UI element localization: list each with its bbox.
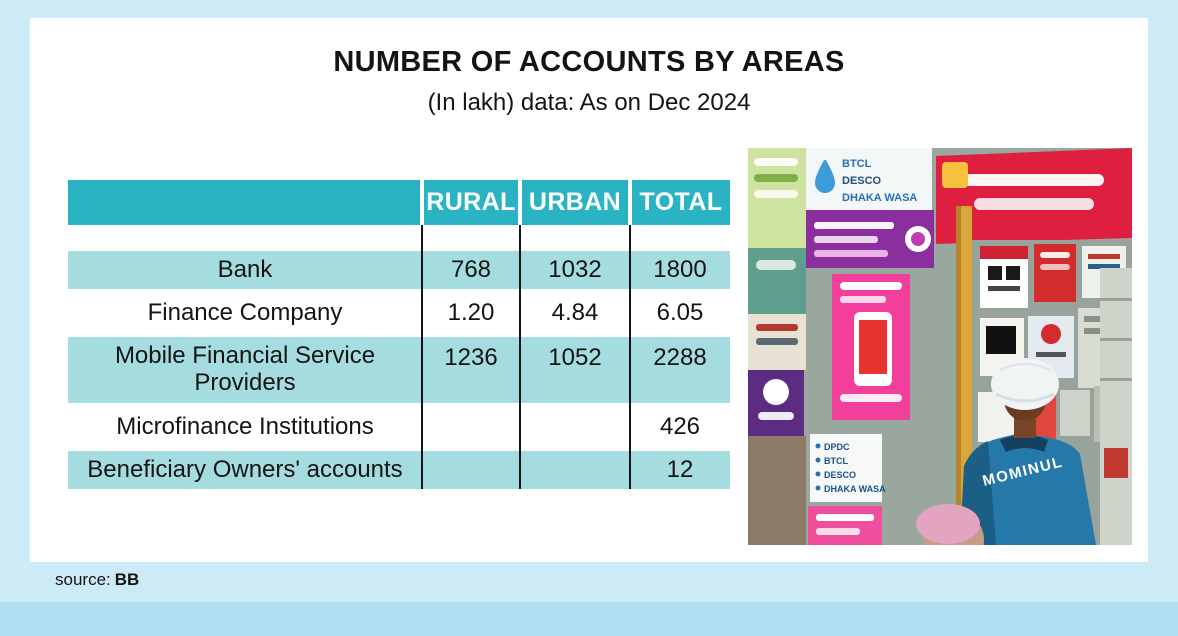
total-value: 2288: [653, 344, 707, 371]
pink-payment-poster: [832, 274, 910, 420]
header-rural: RURAL: [424, 180, 518, 225]
urban-value: 1032: [548, 256, 602, 283]
total-value: 12: [666, 456, 694, 483]
white-cap: [991, 358, 1059, 410]
accounts-table: RURAL URBAN TOTAL Bank 768 1032 1800 Fin…: [68, 180, 730, 489]
row-label: Finance Company: [147, 298, 343, 326]
person: MOMINUL: [960, 358, 1096, 545]
svg-text:DESCO: DESCO: [842, 175, 882, 187]
urban-value: [520, 407, 630, 447]
total-value: 426: [659, 413, 701, 440]
content-panel: NUMBER OF ACCOUNTS BY AREAS (In lakh) da…: [30, 18, 1148, 562]
header-label-cell: [68, 180, 420, 225]
left-posters: [748, 148, 806, 545]
rural-value: [422, 407, 520, 447]
urban-value: 1052: [548, 344, 602, 371]
table-row: Microfinance Institutions 426: [68, 407, 730, 447]
rural-value: 768: [450, 256, 492, 283]
table-body: Bank 768 1032 1800 Finance Company 1.20 …: [68, 225, 730, 489]
svg-text:DPDC: DPDC: [824, 442, 850, 452]
urban-value: [520, 451, 630, 489]
column-divider: [629, 225, 631, 489]
table-header: RURAL URBAN TOTAL: [68, 180, 730, 225]
header-total: TOTAL: [632, 180, 730, 225]
total-value: 6.05: [656, 299, 704, 326]
svg-text:BTCL: BTCL: [824, 456, 848, 466]
utility-signboard: BTCL DESCO DHAKA WASA: [806, 148, 932, 210]
water-drop-icon: [815, 160, 835, 193]
svg-text:BTCL: BTCL: [842, 158, 872, 170]
second-person: [916, 504, 984, 545]
red-banner: [936, 148, 1132, 244]
table-row: Finance Company 1.20 4.84 6.05: [68, 293, 730, 333]
svg-text:DHAKA WASA: DHAKA WASA: [824, 484, 886, 494]
svg-text:DESCO: DESCO: [824, 470, 856, 480]
row-label: Microfinance Institutions: [116, 412, 374, 440]
page-subtitle: (In lakh) data: As on Dec 2024: [427, 89, 751, 116]
column-divider: [421, 225, 423, 489]
table-row: Beneficiary Owners' accounts 12: [68, 451, 730, 489]
footer-strip: [0, 602, 1178, 636]
rural-value: 1236: [444, 344, 498, 371]
row-label: Bank: [217, 255, 273, 283]
urban-value: 4.84: [551, 299, 599, 326]
table-row: Mobile Financial Service Providers 1236 …: [68, 337, 730, 403]
shirt-collar: [1000, 435, 1048, 452]
row-label: Beneficiary Owners' accounts: [87, 455, 403, 483]
utility-list-sign: DPDC BTCL DESCO DHAKA WASA: [810, 434, 886, 502]
source-value: BB: [114, 570, 140, 589]
page-title: NUMBER OF ACCOUNTS BY AREAS: [333, 46, 845, 78]
table-row: Bank 768 1032 1800: [68, 251, 730, 289]
pink-cap: [916, 504, 980, 544]
shelf: [1100, 268, 1132, 545]
rural-value: [422, 451, 520, 489]
svg-text:DHAKA WASA: DHAKA WASA: [842, 192, 917, 204]
bottom-pink-poster: [808, 506, 882, 545]
street-shop-photo: BTCL DESCO DHAKA WASA: [748, 148, 1132, 545]
row-label: Mobile Financial Service Providers: [114, 342, 376, 396]
source-label: source:: [55, 570, 111, 589]
column-divider: [519, 225, 521, 489]
total-value: 1800: [653, 256, 707, 283]
header-urban: URBAN: [522, 180, 628, 225]
source-line: source: BB: [55, 570, 139, 590]
rural-value: 1.20: [447, 299, 495, 326]
purple-banner: [806, 210, 934, 268]
